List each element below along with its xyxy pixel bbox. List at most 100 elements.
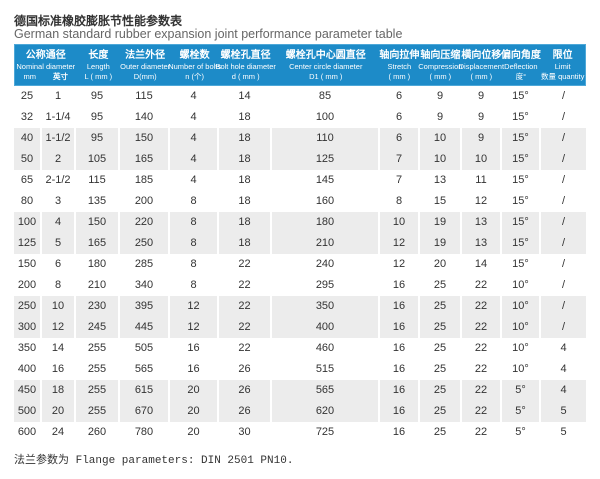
column-header-zh: 螺栓孔中心圆直径 [285,49,366,61]
cell: 220 [120,212,170,233]
page-title-zh: 德国标准橡胶膨胀节性能参数表 [14,14,183,28]
column-header-unit: d ( mm ) [231,71,260,81]
cell: 100 [272,107,380,128]
column-header-en: Limit [554,61,571,71]
table-row: 100 4 150 220 8 18 180 10 19 13 15° / [14,212,586,233]
cell: 135 [76,191,120,212]
cell: 515 [272,359,380,380]
cell: 250 [14,296,42,317]
column-header-length: 长度 Length L ( mm ) [77,45,121,85]
cell: 15° [502,254,541,275]
table-row: 40 1-1/2 95 150 4 18 110 6 10 9 15° / [14,128,586,149]
cell: 4 [170,107,219,128]
cell: 340 [120,275,170,296]
column-header-en: Nominal diameter [16,61,76,71]
cell: 10° [502,296,541,317]
cell: 19 [420,233,462,254]
column-header-unit: D1 ( mm ) [309,71,343,81]
cell: 95 [76,107,120,128]
cell: 5° [502,380,541,401]
column-header-unit: 度° [515,71,527,81]
cell: / [541,254,586,275]
parameter-table: 公称通径 Nominal diameter mm 英寸 长度 Length L ( mm )… [14,44,586,443]
cell: 445 [120,317,170,338]
cell: 22 [462,359,502,380]
cell: 145 [272,170,380,191]
cell: / [541,317,586,338]
cell: 285 [120,254,170,275]
cell: 460 [272,338,380,359]
column-header-unit: ( mm ) [470,71,493,81]
cell: 125 [14,233,42,254]
cell: 25 [420,380,462,401]
cell: 150 [14,254,42,275]
cell: 255 [76,380,120,401]
cell: 15° [502,86,541,107]
cell: 18 [219,128,272,149]
table-row: 500 20 255 670 20 26 620 16 25 22 5° 5 [14,401,586,422]
column-header-zh: 轴向拉伸 [379,49,420,61]
cell: 18 [219,191,272,212]
cell: 150 [76,212,120,233]
cell: 8 [170,254,219,275]
cell: 95 [76,128,120,149]
cell: 5 [541,422,586,443]
cell: 670 [120,401,170,422]
cell: 25 [420,401,462,422]
cell: 350 [272,296,380,317]
cell: 22 [462,401,502,422]
column-header-unit: 数量 quantity [540,71,585,81]
cell: 10 [42,296,76,317]
cell: 8 [42,275,76,296]
cell: 32 [14,107,42,128]
cell: 140 [120,107,170,128]
cell: 1 [42,86,76,107]
cell: 5 [541,401,586,422]
column-header-zh: 横向位移 [461,49,502,61]
column-header-zh: 螺栓数 [179,49,210,61]
cell: 4 [170,170,219,191]
cell: 15° [502,191,541,212]
cell: 4 [541,359,586,380]
column-header-outer-diameter: 法兰外径 Outer diameter D(mm) [120,45,170,85]
cell: 180 [76,254,120,275]
cell: 15° [502,149,541,170]
cell: 22 [219,275,272,296]
table-row: 65 2-1/2 115 185 4 18 145 7 13 11 15° / [14,170,586,191]
cell: 620 [272,401,380,422]
cell: 180 [272,212,380,233]
column-header-zh: 螺栓孔直径 [220,49,271,61]
cell: 22 [219,317,272,338]
column-header-en: Number of bolts [168,61,222,71]
cell: 26 [219,380,272,401]
column-header-nominal-diameter: 公称通径 Nominal diameter mm 英寸 [15,45,77,85]
cell: 10 [420,128,462,149]
column-header-units: mm 英寸 [15,72,77,82]
cell: 5° [502,422,541,443]
table-row: 150 6 180 285 8 22 240 12 20 14 15° / [14,254,586,275]
column-header-en: Stretch [387,61,412,71]
cell: 10 [462,149,502,170]
cell: 10 [420,149,462,170]
cell: 4 [42,212,76,233]
cell: / [541,86,586,107]
column-header-displacement: 横向位移 Displacement( mm ) [459,45,504,85]
cell: 25 [420,296,462,317]
cell: 10° [502,359,541,380]
column-header-en: Length [86,61,110,71]
cell: 255 [76,401,120,422]
cell: 16 [380,296,420,317]
cell: 40 [14,128,42,149]
cell: 18 [42,380,76,401]
cell: 165 [120,149,170,170]
cell: 615 [120,380,170,401]
column-header-zh: 限位 [552,49,573,61]
cell: 16 [170,338,219,359]
column-header-deflection: 偏向角度 Deflection 度° [501,45,541,85]
cell: 6 [42,254,76,275]
cell: 22 [219,254,272,275]
cell: / [541,128,586,149]
cell: 565 [120,359,170,380]
cell: 12 [170,296,219,317]
cell: 15° [502,107,541,128]
